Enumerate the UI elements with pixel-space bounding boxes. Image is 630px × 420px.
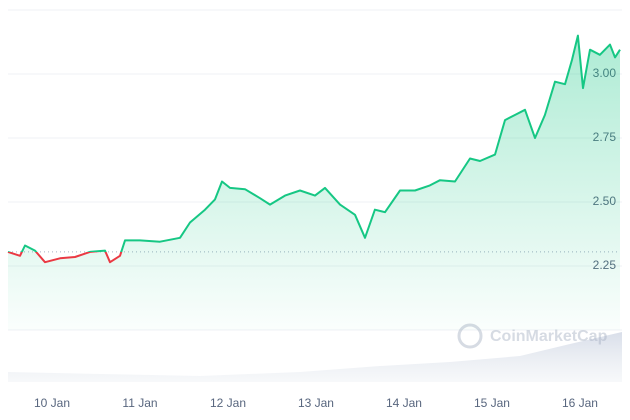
x-tick-label: 10 Jan	[34, 396, 70, 410]
volume-area	[8, 332, 622, 382]
price-area	[8, 35, 620, 330]
x-tick-label: 16 Jan	[562, 396, 598, 410]
watermark-text: CoinMarketCap	[490, 328, 608, 345]
x-tick-label: 14 Jan	[386, 396, 422, 410]
x-tick-label: 11 Jan	[122, 396, 157, 410]
x-tick-label: 13 Jan	[298, 396, 334, 410]
x-tick-label: 12 Jan	[210, 396, 246, 410]
price-line	[7, 34, 621, 264]
x-tick-label: 15 Jan	[474, 396, 510, 410]
